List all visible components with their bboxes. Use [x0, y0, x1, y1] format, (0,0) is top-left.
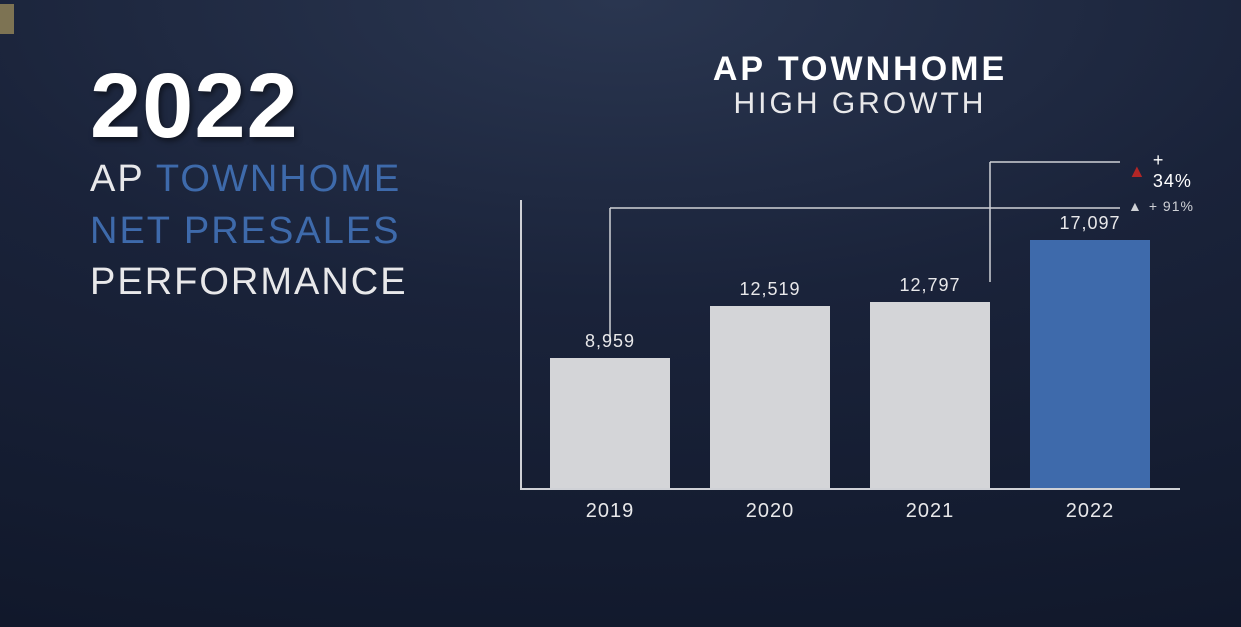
chart-title-line2: HIGH GROWTH	[520, 87, 1200, 121]
chart-title: AP TOWNHOME HIGH GROWTH	[520, 50, 1200, 121]
decorative-edge-tab	[0, 4, 14, 34]
bars-container: 8,959 12,519 12,797 17,097	[520, 198, 1180, 488]
x-label-2022: 2022	[1030, 500, 1150, 523]
x-labels: 2019 2020 2021 2022	[520, 494, 1180, 530]
title-line-2: NET PRESALES	[90, 208, 408, 256]
triangle-up-icon: ▲	[1128, 162, 1147, 180]
bar-2021	[870, 302, 990, 488]
chart-title-line1: AP TOWNHOME	[520, 50, 1200, 89]
title-line-3: PERFORMANCE	[90, 259, 408, 307]
chart: AP TOWNHOME HIGH GROWTH ▲ + 34% ▲ + 91% …	[520, 50, 1200, 590]
bar-2019	[550, 358, 670, 488]
x-label-2019: 2019	[550, 500, 670, 523]
title-line-1a: AP	[90, 158, 144, 200]
plot-area: 8,959 12,519 12,797 17,097 2019 2020 2021 2022	[520, 180, 1200, 530]
bar-value-label-2022: 17,097	[1030, 213, 1150, 234]
bar-slot-2020: 12,519	[710, 198, 830, 488]
title-line-1b: TOWNHOME	[156, 158, 401, 200]
bar-slot-2021: 12,797	[870, 198, 990, 488]
bar-value-label-2020: 12,519	[710, 279, 830, 300]
title-line-3-text: PERFORMANCE	[90, 261, 408, 303]
bar-2022	[1030, 240, 1150, 488]
bar-slot-2022: 17,097	[1030, 198, 1150, 488]
bar-value-label-2019: 8,959	[550, 331, 670, 352]
title-line-1: AP TOWNHOME	[90, 156, 408, 204]
x-label-2021: 2021	[870, 500, 990, 523]
bar-2020	[710, 306, 830, 488]
bar-value-label-2021: 12,797	[870, 275, 990, 296]
title-year: 2022	[90, 60, 408, 152]
title-line-2-text: NET PRESALES	[90, 210, 401, 252]
title-block: 2022 AP TOWNHOME NET PRESALES PERFORMANC…	[90, 60, 408, 307]
bar-slot-2019: 8,959	[550, 198, 670, 488]
x-axis	[520, 488, 1180, 490]
x-label-2020: 2020	[710, 500, 830, 523]
